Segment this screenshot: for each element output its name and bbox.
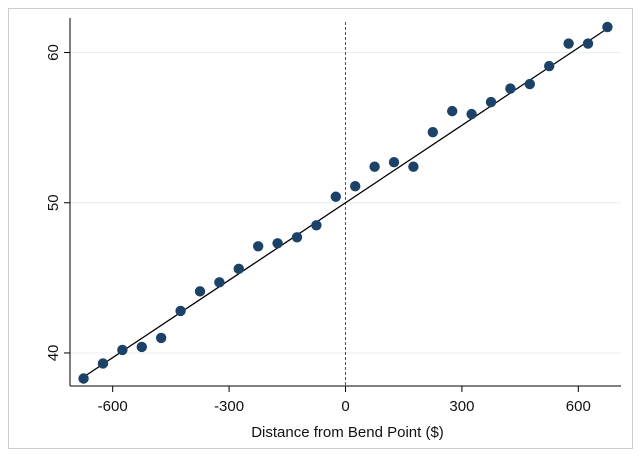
data-point bbox=[389, 157, 399, 167]
data-point bbox=[311, 220, 321, 230]
x-axis-title: Distance from Bend Point ($) bbox=[251, 424, 444, 441]
data-point bbox=[214, 277, 224, 287]
data-point bbox=[331, 192, 341, 202]
data-point bbox=[195, 286, 205, 296]
data-point bbox=[234, 264, 244, 274]
y-tick-label-60: 60 bbox=[45, 44, 62, 61]
data-point bbox=[428, 127, 438, 137]
data-point bbox=[292, 232, 302, 242]
data-point bbox=[602, 22, 612, 32]
data-point bbox=[583, 38, 593, 48]
y-tick-label-50: 50 bbox=[45, 194, 62, 211]
data-point bbox=[505, 83, 515, 93]
data-point bbox=[156, 333, 166, 343]
data-point bbox=[117, 345, 127, 355]
data-point bbox=[369, 162, 379, 172]
data-point bbox=[486, 97, 496, 107]
data-point bbox=[253, 241, 263, 251]
data-point bbox=[544, 61, 554, 71]
data-point bbox=[175, 306, 185, 316]
x-tick-label-300: 300 bbox=[449, 398, 474, 415]
data-point bbox=[350, 181, 360, 191]
data-point bbox=[137, 342, 147, 352]
data-point bbox=[78, 373, 88, 383]
y-tick-label-40: 40 bbox=[45, 345, 62, 362]
data-point bbox=[272, 238, 282, 248]
data-point bbox=[525, 79, 535, 89]
data-point bbox=[447, 106, 457, 116]
data-point bbox=[563, 38, 573, 48]
x-tick-label--300: -300 bbox=[214, 398, 244, 415]
data-point bbox=[408, 162, 418, 172]
x-tick-label-600: 600 bbox=[566, 398, 591, 415]
data-point bbox=[466, 109, 476, 119]
x-tick-label--600: -600 bbox=[98, 398, 128, 415]
data-point bbox=[98, 358, 108, 368]
x-tick-label-0: 0 bbox=[341, 398, 349, 415]
